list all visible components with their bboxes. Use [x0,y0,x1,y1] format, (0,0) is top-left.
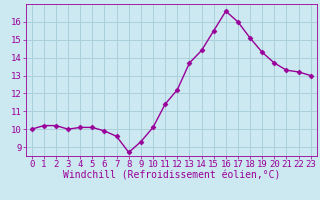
X-axis label: Windchill (Refroidissement éolien,°C): Windchill (Refroidissement éolien,°C) [62,171,280,181]
